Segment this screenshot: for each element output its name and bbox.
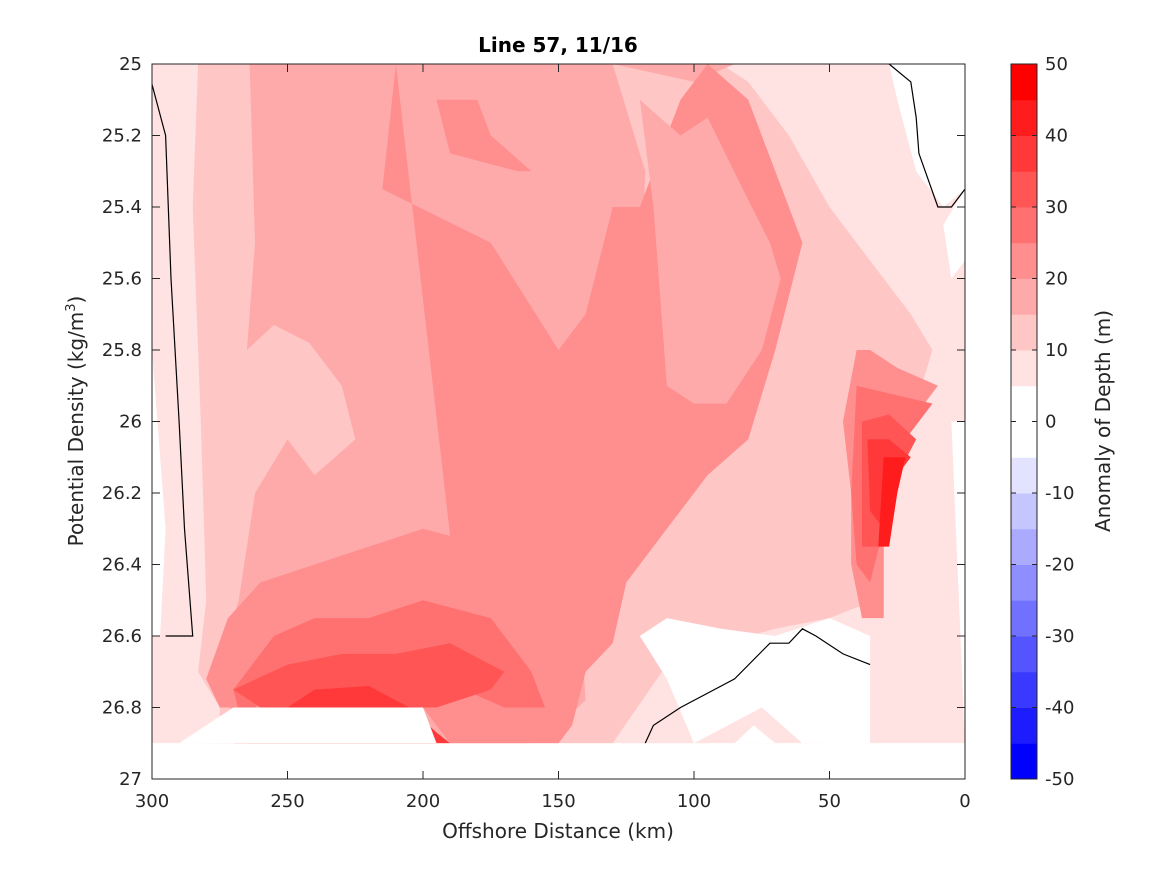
colorbar-band bbox=[1011, 207, 1037, 244]
colorbar-tick-label: 40 bbox=[1045, 126, 1068, 147]
contour-region bbox=[878, 457, 906, 547]
colorbar-band bbox=[1011, 385, 1037, 422]
contour-region bbox=[233, 600, 546, 744]
y-tick-label: 26.6 bbox=[102, 626, 142, 647]
contour-region bbox=[436, 99, 532, 172]
colorbar-band bbox=[1011, 707, 1037, 744]
colorbar-band bbox=[1011, 99, 1037, 136]
contour-region bbox=[734, 725, 776, 744]
contour-fill-group bbox=[152, 64, 965, 744]
colorbar-band bbox=[1011, 600, 1037, 637]
y-tick-label: 26 bbox=[119, 412, 142, 433]
x-axis-label: Offshore Distance (km) bbox=[442, 819, 674, 843]
y-tick-label: 25.8 bbox=[102, 340, 142, 361]
zero-contour-line bbox=[888, 64, 965, 208]
colorbar-band bbox=[1011, 171, 1037, 208]
y-tick-label: 25.6 bbox=[102, 269, 142, 290]
colorbar-tick-label: -40 bbox=[1045, 698, 1074, 719]
colorbar-band bbox=[1011, 242, 1037, 279]
y-tick-label: 27 bbox=[119, 769, 142, 790]
x-tick-label: 50 bbox=[818, 791, 841, 812]
plot-area bbox=[152, 64, 965, 779]
y-axis-label-main: Potential Density (kg/m bbox=[64, 312, 88, 547]
colorbar: 50 40 30 20 10 0 -10 -20 -30 -40 -50 bbox=[1010, 54, 1074, 790]
y-tick-label: 26.8 bbox=[102, 698, 142, 719]
contour-region bbox=[943, 189, 965, 279]
zero-contour-line bbox=[644, 628, 871, 744]
colorbar-band bbox=[1011, 564, 1037, 601]
contour-region bbox=[815, 664, 862, 744]
contour-region bbox=[179, 707, 437, 744]
y-tick-label: 26.2 bbox=[102, 483, 142, 504]
y-axis-label: Potential Density (kg/m3) bbox=[64, 296, 88, 547]
colorbar-tick-label: 20 bbox=[1045, 269, 1068, 290]
colorbar-label: Anomaly of Depth (m) bbox=[1091, 310, 1115, 532]
axes: 300 250 200 150 100 50 0 25 25.2 25.4 25.6 25.8 26 26… bbox=[102, 54, 971, 812]
y-axis-label-close: ) bbox=[64, 296, 88, 304]
contour-region bbox=[152, 350, 158, 619]
colorbar-tick-label: 10 bbox=[1045, 340, 1068, 361]
colorbar-tick-label: -50 bbox=[1045, 769, 1074, 790]
colorbar-band bbox=[1011, 64, 1037, 101]
chart-title: Line 57, 11/16 bbox=[478, 33, 638, 57]
y-axis-label-sup: 3 bbox=[64, 303, 79, 311]
x-tick-label: 200 bbox=[406, 791, 440, 812]
colorbar-band bbox=[1011, 528, 1037, 565]
y-tick-label: 25 bbox=[119, 54, 142, 75]
colorbar-band bbox=[1011, 743, 1037, 780]
contour-region bbox=[233, 643, 505, 708]
x-tick-label: 150 bbox=[541, 791, 575, 812]
y-tick-label: 26.4 bbox=[102, 555, 142, 576]
x-tick-label: 300 bbox=[135, 791, 169, 812]
colorbar-band bbox=[1011, 493, 1037, 530]
colorbar-band bbox=[1011, 671, 1037, 708]
x-tick-label: 100 bbox=[677, 791, 711, 812]
y-tick-label: 25.4 bbox=[102, 197, 142, 218]
contour-region bbox=[951, 421, 965, 744]
colorbar-band bbox=[1011, 636, 1037, 673]
colorbar-band bbox=[1011, 350, 1037, 387]
colorbar-tick-label: 30 bbox=[1045, 197, 1068, 218]
x-tick-label: 250 bbox=[270, 791, 304, 812]
colorbar-tick-label: -30 bbox=[1045, 626, 1074, 647]
colorbar-tick-label: 0 bbox=[1045, 412, 1056, 433]
colorbar-tick-label: -20 bbox=[1045, 555, 1074, 576]
contour-region bbox=[639, 618, 871, 744]
colorbar-band bbox=[1011, 457, 1037, 494]
colorbar-band bbox=[1011, 421, 1037, 458]
y-tick-label: 25.2 bbox=[102, 126, 142, 147]
contour-region bbox=[639, 99, 781, 404]
colorbar-tick-label: -10 bbox=[1045, 483, 1074, 504]
colorbar-band bbox=[1011, 278, 1037, 315]
colorbar-band bbox=[1011, 314, 1037, 351]
contour-region bbox=[889, 64, 965, 207]
contour-region bbox=[206, 64, 803, 744]
colorbar-band bbox=[1011, 135, 1037, 172]
x-tick-label: 0 bbox=[959, 791, 970, 812]
colorbar-tick-label: 50 bbox=[1045, 54, 1068, 75]
zero-contour-line bbox=[152, 81, 194, 637]
